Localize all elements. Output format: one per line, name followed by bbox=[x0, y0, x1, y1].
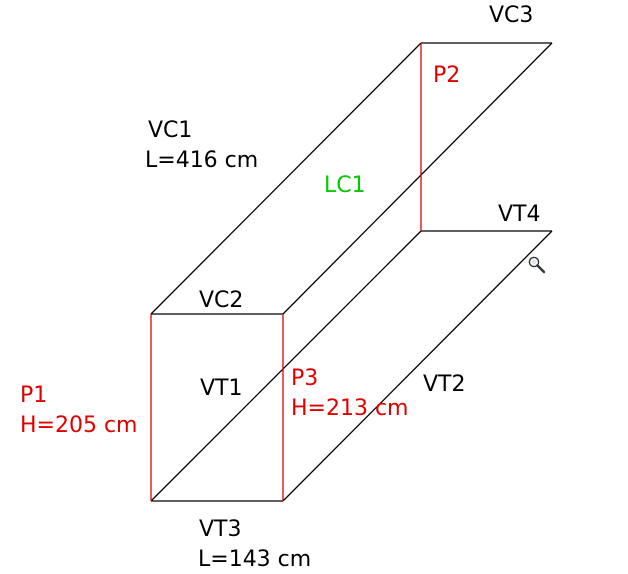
magnifier-icon[interactable] bbox=[528, 256, 546, 274]
label-vc2: VC2 bbox=[199, 288, 243, 313]
label-p2: P2 bbox=[433, 63, 460, 88]
label-p3-height: H=213 cm bbox=[291, 396, 409, 421]
label-vt4: VT4 bbox=[498, 202, 541, 227]
edge-vt2 bbox=[282, 230, 553, 502]
edge-vc1 bbox=[150, 42, 422, 315]
label-vt2: VT2 bbox=[423, 372, 466, 397]
label-vt3: VT3 bbox=[199, 517, 242, 542]
label-p1: P1 bbox=[20, 383, 47, 408]
label-vt1: VT1 bbox=[200, 376, 243, 401]
label-p1-height: H=205 cm bbox=[20, 413, 138, 438]
label-p3: P3 bbox=[291, 366, 318, 391]
label-vc3: VC3 bbox=[489, 3, 533, 28]
edge-top-front-right bbox=[282, 42, 553, 315]
label-vt3-length: L=143 cm bbox=[198, 547, 311, 572]
label-vc1: VC1 bbox=[148, 118, 192, 143]
label-vc1-length: L=416 cm bbox=[145, 148, 258, 173]
label-lc1: LC1 bbox=[324, 173, 366, 198]
edge-vt1 bbox=[150, 230, 422, 502]
